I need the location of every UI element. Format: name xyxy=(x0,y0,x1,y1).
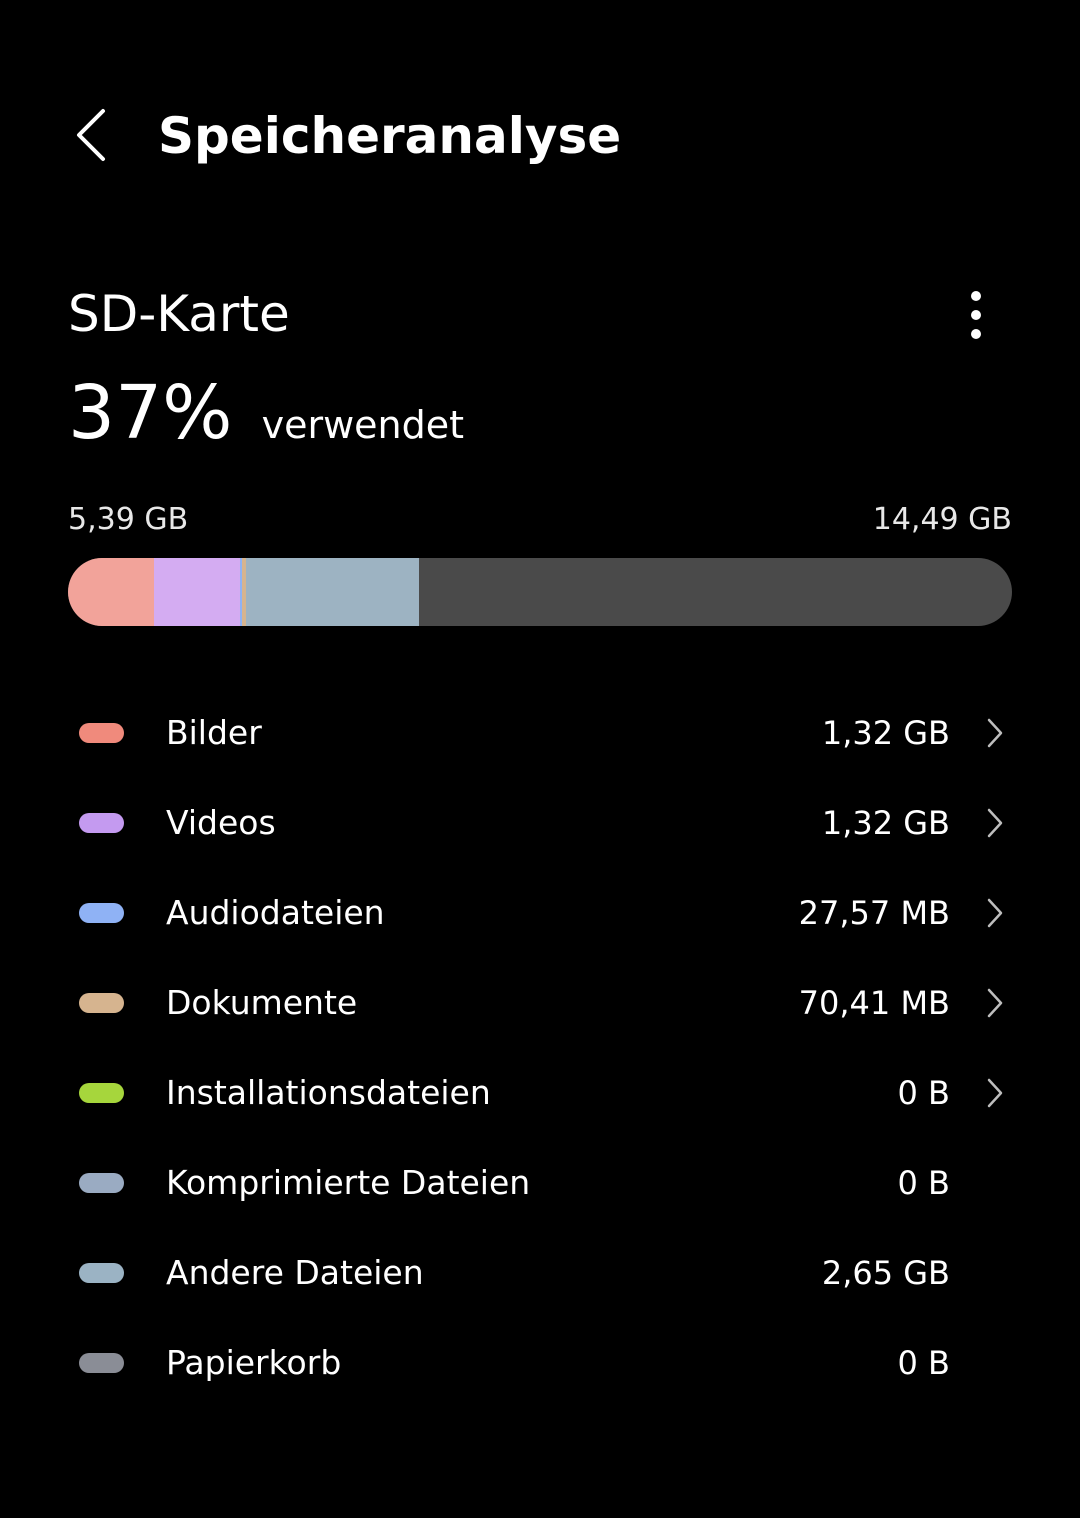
category-color-indicator xyxy=(79,1263,124,1283)
category-label: Komprimierte Dateien xyxy=(166,1163,531,1202)
chevron-right-icon xyxy=(980,1075,1010,1111)
category-color-indicator xyxy=(79,903,124,923)
category-color-indicator xyxy=(79,1173,124,1193)
category-color-indicator xyxy=(79,993,124,1013)
category-label: Bilder xyxy=(166,713,262,752)
category-size: 0 B xyxy=(897,1344,950,1382)
category-size: 1,32 GB xyxy=(821,804,950,842)
more-options-button[interactable] xyxy=(950,282,1002,348)
category-row-videos[interactable]: Videos 1,32 GB xyxy=(0,778,1080,868)
back-arrow-icon xyxy=(77,109,105,161)
usage-bar-segment-bilder xyxy=(68,558,154,626)
page-title: Speicheranalyse xyxy=(158,107,622,165)
usage-bar-segment-videos xyxy=(153,558,240,626)
back-button[interactable] xyxy=(60,100,120,170)
chevron-right-icon xyxy=(980,895,1010,931)
chevron-right-icon xyxy=(980,805,1010,841)
category-color-indicator xyxy=(79,813,124,833)
used-amount: 5,39 GB xyxy=(68,502,189,537)
category-color-indicator xyxy=(79,723,124,743)
category-label: Dokumente xyxy=(166,983,358,1022)
chevron-right-icon xyxy=(980,985,1010,1021)
usage-bar-segment-dokumente xyxy=(241,558,247,626)
app-header: Speicheranalyse xyxy=(0,90,1080,190)
category-size: 0 B xyxy=(897,1074,950,1112)
category-label: Videos xyxy=(166,803,276,842)
used-label: verwendet xyxy=(261,403,465,447)
category-row-audiodateien[interactable]: Audiodateien 27,57 MB xyxy=(0,868,1080,958)
category-color-indicator xyxy=(79,1083,124,1103)
category-label: Andere Dateien xyxy=(166,1253,424,1292)
category-size: 2,65 GB xyxy=(821,1254,950,1292)
category-list: Bilder 1,32 GB Videos 1,32 GB Audiodateien 27… xyxy=(0,688,1080,1408)
usage-summary: 37% verwendet xyxy=(68,368,464,458)
category-row-andere: Andere Dateien 2,65 GB xyxy=(0,1228,1080,1318)
used-percent: 37% xyxy=(68,370,233,456)
category-size: 27,57 MB xyxy=(798,894,950,932)
category-row-papierkorb: Papierkorb 0 B xyxy=(0,1318,1080,1408)
storage-name: SD-Karte xyxy=(68,285,290,343)
category-size: 0 B xyxy=(897,1164,950,1202)
category-label: Audiodateien xyxy=(166,893,385,932)
category-label: Installationsdateien xyxy=(166,1073,491,1112)
category-size: 70,41 MB xyxy=(798,984,950,1022)
chevron-right-icon xyxy=(980,715,1010,751)
usage-bar-segment-andere xyxy=(246,558,420,626)
more-vertical-icon xyxy=(971,291,981,339)
category-label: Papierkorb xyxy=(166,1343,342,1382)
storage-usage-bar xyxy=(68,558,1012,626)
category-row-komprimierte: Komprimierte Dateien 0 B xyxy=(0,1138,1080,1228)
category-row-bilder[interactable]: Bilder 1,32 GB xyxy=(0,688,1080,778)
total-amount: 14,49 GB xyxy=(872,502,1012,537)
category-row-installationsdateien[interactable]: Installationsdateien 0 B xyxy=(0,1048,1080,1138)
category-size: 1,32 GB xyxy=(821,714,950,752)
usage-bar-segment-audiodateien xyxy=(239,558,242,626)
category-color-indicator xyxy=(79,1353,124,1373)
category-row-dokumente[interactable]: Dokumente 70,41 MB xyxy=(0,958,1080,1048)
